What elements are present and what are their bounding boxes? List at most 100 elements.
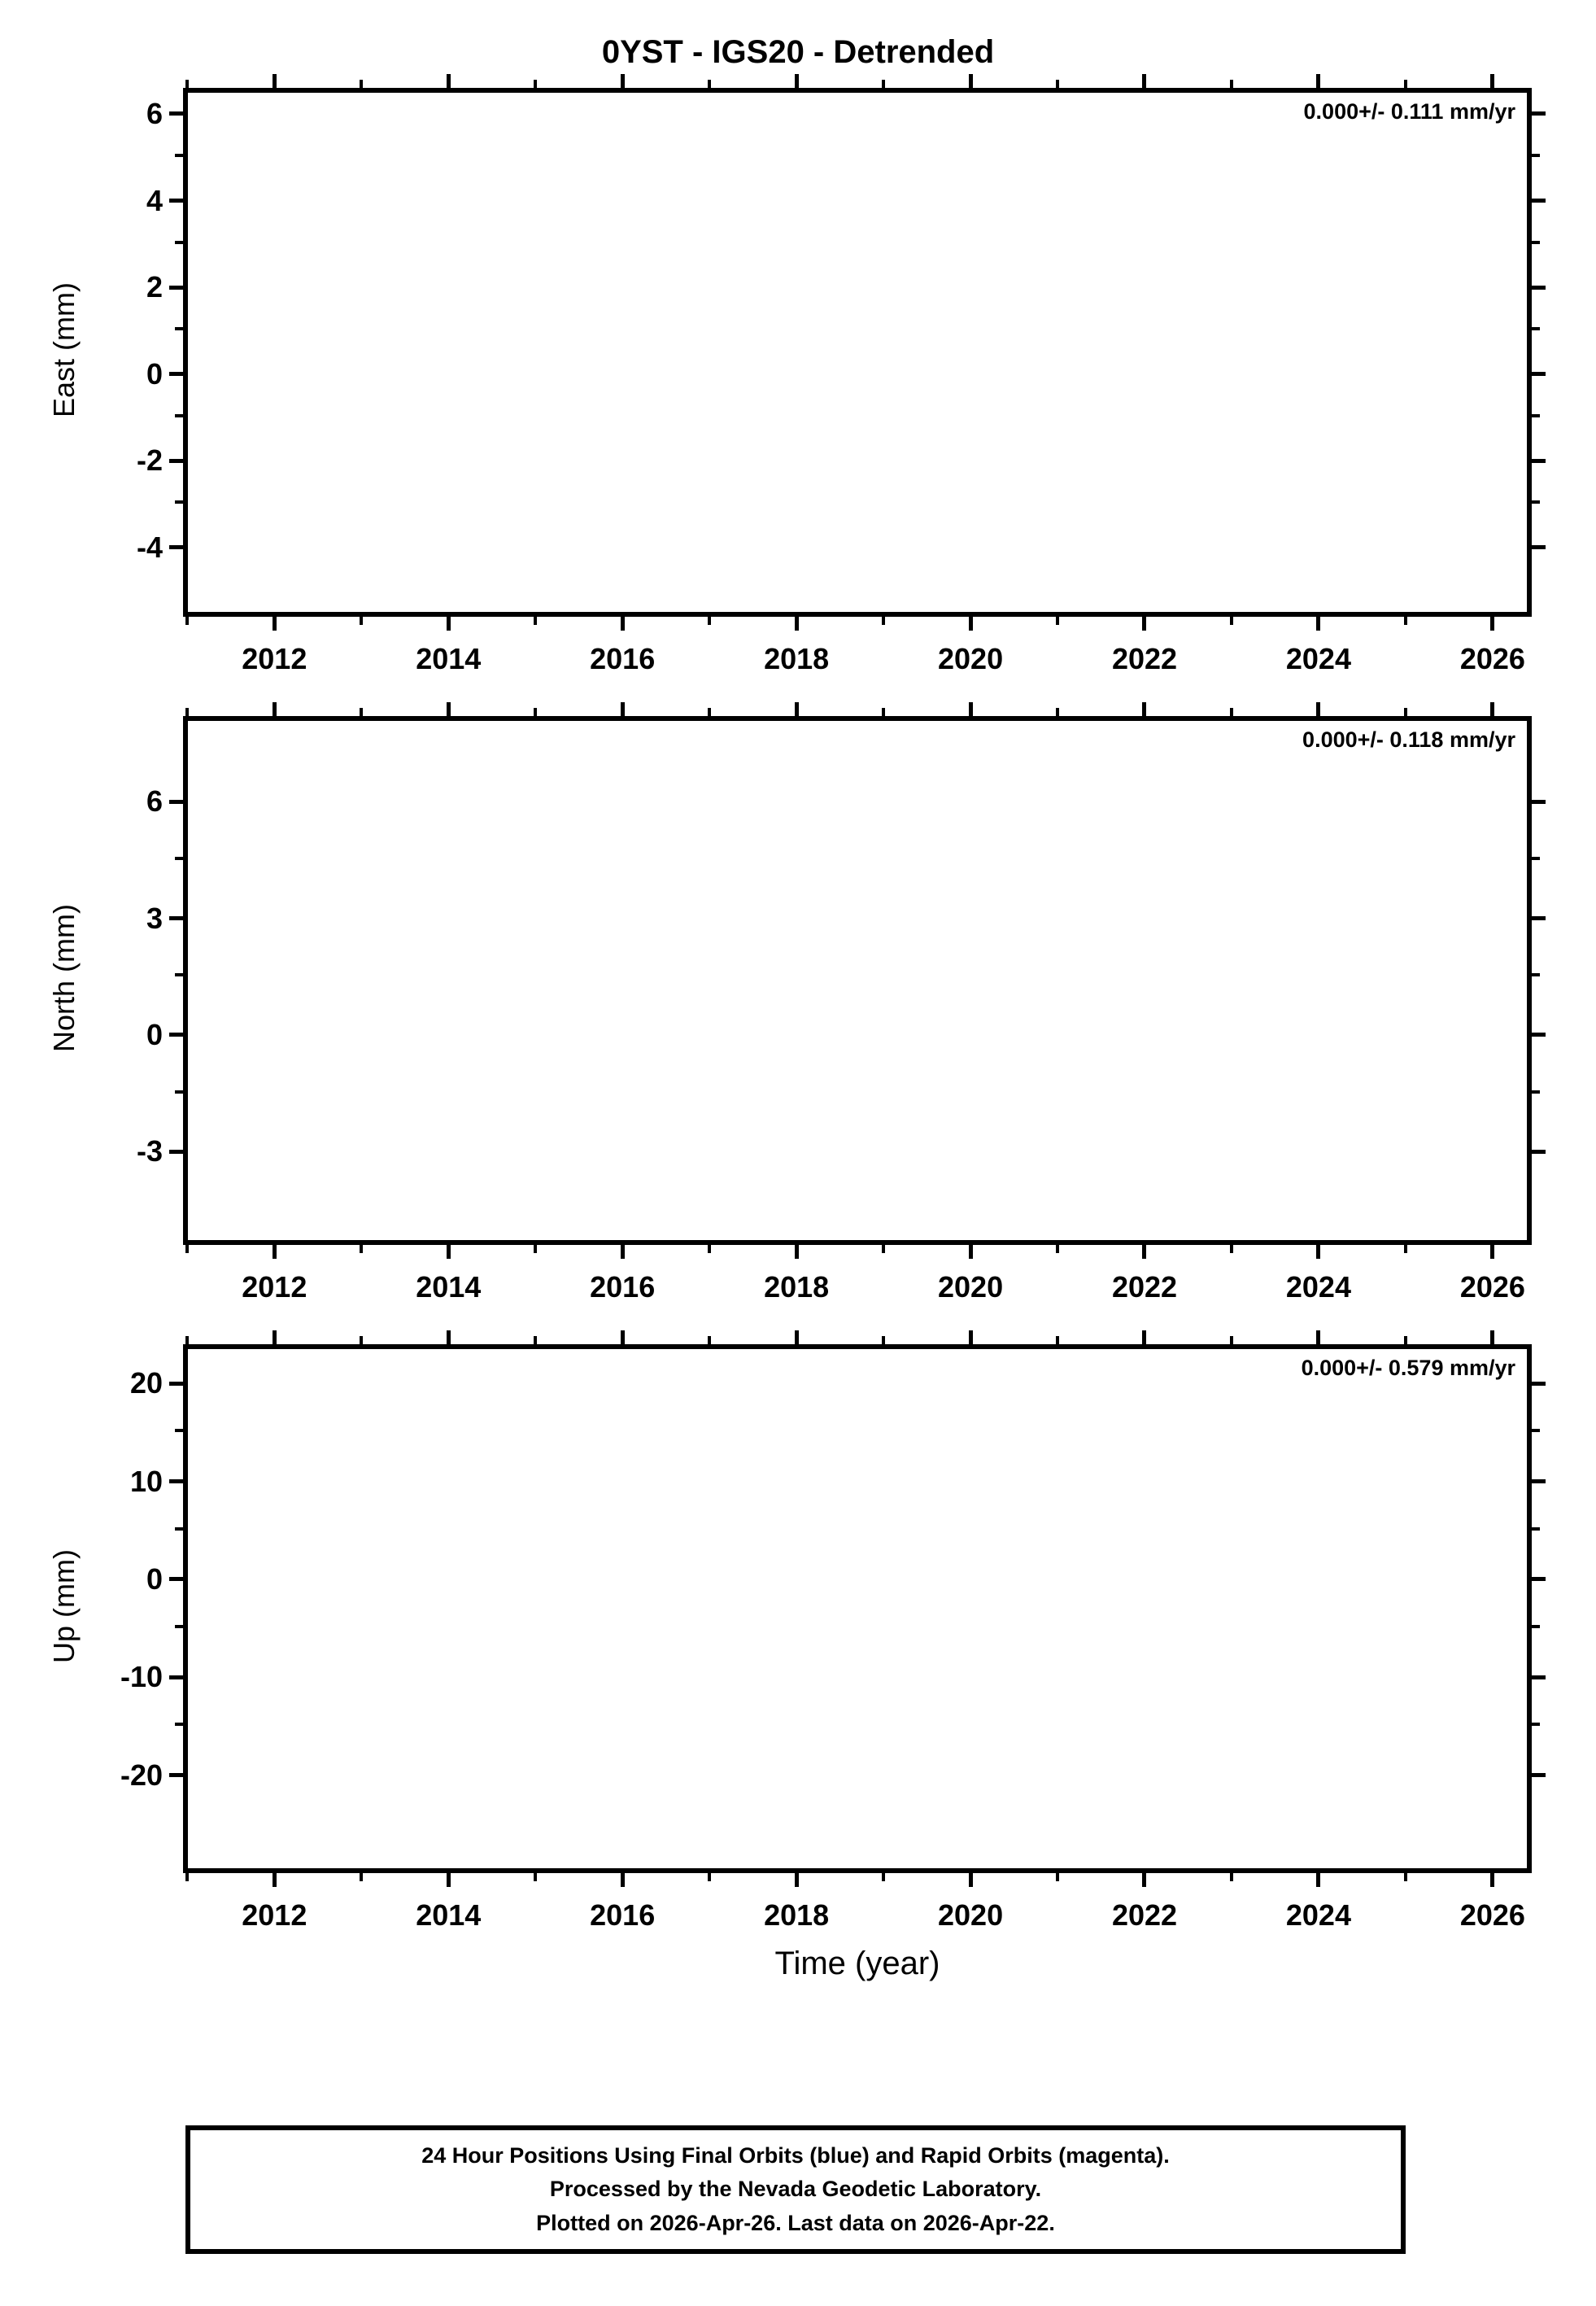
- ytick-major-right: [1532, 1033, 1546, 1037]
- xtick-label: 2014: [416, 642, 482, 675]
- ytick-minor-right: [1532, 154, 1540, 158]
- xtick-minor-top: [1229, 708, 1233, 716]
- x-axis-label: Time (year): [774, 1946, 940, 1981]
- ytick-minor-right: [1532, 327, 1540, 331]
- ytick-major-right: [1532, 1149, 1546, 1154]
- xtick-major-top: [272, 1330, 277, 1344]
- xtick-major-bottom: [272, 617, 277, 631]
- ytick-minor-left: [175, 327, 183, 331]
- xtick-minor-top: [1056, 80, 1060, 88]
- xtick-label: 2022: [1111, 1270, 1178, 1304]
- panel-east-y-axis-label: East (mm): [47, 282, 81, 417]
- ytick-minor-left: [175, 973, 183, 977]
- xtick-minor-bottom: [882, 1873, 886, 1881]
- xtick-label: 2018: [764, 1898, 830, 1932]
- caption-box: 24 Hour Positions Using Final Orbits (bl…: [185, 2125, 1406, 2254]
- xtick-major-bottom: [446, 1873, 451, 1887]
- xtick-minor-top: [708, 1336, 712, 1344]
- ytick-minor-right: [1532, 1625, 1540, 1629]
- xtick-label: 2022: [1111, 642, 1178, 675]
- ytick-major-right: [1532, 111, 1546, 116]
- xtick-minor-bottom: [1403, 617, 1407, 625]
- xtick-minor-bottom: [708, 1245, 712, 1253]
- xtick-minor-top: [534, 1336, 538, 1344]
- xtick-major-top: [794, 74, 799, 88]
- ytick-major-right: [1532, 545, 1546, 550]
- ytick-label: -4: [136, 530, 163, 564]
- caption-line-1: 24 Hour Positions Using Final Orbits (bl…: [421, 2143, 1170, 2168]
- ytick-major-right: [1532, 1479, 1546, 1484]
- xtick-label: 2020: [938, 642, 1004, 675]
- xtick-minor-bottom: [882, 1245, 886, 1253]
- xtick-minor-bottom: [1056, 1245, 1060, 1253]
- panel-north-frame: [183, 716, 1532, 1245]
- xtick-major-bottom: [446, 617, 451, 631]
- ytick-major-right: [1532, 1577, 1546, 1582]
- ytick-major-right: [1532, 458, 1546, 463]
- xtick-label: 2014: [416, 1270, 482, 1304]
- xtick-major-bottom: [1490, 1245, 1495, 1259]
- ytick-minor-right: [1532, 413, 1540, 417]
- xtick-major-top: [620, 74, 625, 88]
- xtick-minor-top: [1229, 1336, 1233, 1344]
- panel-east: 0.000+/- 0.111 mm/yr: [183, 88, 1532, 617]
- ytick-major-left: [169, 1149, 183, 1154]
- xtick-major-top: [794, 702, 799, 716]
- xtick-minor-top: [1056, 1336, 1060, 1344]
- ytick-major-left: [169, 1577, 183, 1582]
- xtick-minor-bottom: [1403, 1245, 1407, 1253]
- ytick-label: 6: [146, 96, 163, 130]
- xtick-minor-top: [1403, 1336, 1407, 1344]
- ytick-major-left: [169, 458, 183, 463]
- xtick-minor-top: [882, 80, 886, 88]
- xtick-major-top: [620, 702, 625, 716]
- ytick-major-left: [169, 1033, 183, 1037]
- xtick-minor-bottom: [1229, 617, 1233, 625]
- xtick-label: 2016: [590, 642, 656, 675]
- ytick-label: 4: [146, 183, 163, 217]
- xtick-minor-top: [708, 80, 712, 88]
- xtick-minor-bottom: [1229, 1873, 1233, 1881]
- ytick-major-right: [1532, 285, 1546, 290]
- ytick-major-left: [169, 199, 183, 203]
- xtick-minor-bottom: [708, 1873, 712, 1881]
- xtick-label: 2026: [1459, 1898, 1525, 1932]
- ytick-minor-left: [175, 1625, 183, 1629]
- xtick-major-bottom: [794, 1245, 799, 1259]
- xtick-minor-bottom: [882, 617, 886, 625]
- xtick-minor-top: [1403, 708, 1407, 716]
- xtick-label: 2016: [590, 1898, 656, 1932]
- xtick-major-bottom: [1142, 1245, 1147, 1259]
- panel-up-frame: [183, 1344, 1532, 1873]
- ytick-major-right: [1532, 199, 1546, 203]
- ytick-minor-left: [175, 240, 183, 244]
- xtick-major-bottom: [620, 1245, 625, 1259]
- xtick-minor-bottom: [360, 1873, 364, 1881]
- xtick-major-bottom: [1490, 1873, 1495, 1887]
- ytick-major-left: [169, 1479, 183, 1484]
- xtick-major-top: [1142, 74, 1147, 88]
- xtick-major-bottom: [1490, 617, 1495, 631]
- xtick-major-top: [1142, 702, 1147, 716]
- xtick-major-top: [446, 74, 451, 88]
- ytick-major-left: [169, 1675, 183, 1679]
- ytick-major-right: [1532, 916, 1546, 921]
- xtick-minor-top: [1403, 80, 1407, 88]
- xtick-minor-bottom: [534, 1873, 538, 1881]
- xtick-minor-bottom: [1229, 1245, 1233, 1253]
- xtick-major-bottom: [620, 617, 625, 631]
- xtick-minor-top: [360, 1336, 364, 1344]
- ytick-minor-left: [175, 500, 183, 504]
- xtick-major-bottom: [446, 1245, 451, 1259]
- xtick-major-top: [968, 74, 973, 88]
- xtick-major-bottom: [620, 1873, 625, 1887]
- xtick-label: 2026: [1459, 642, 1525, 675]
- ytick-minor-left: [175, 1723, 183, 1727]
- xtick-label: 2012: [242, 1270, 307, 1304]
- xtick-minor-bottom: [534, 617, 538, 625]
- ytick-major-right: [1532, 1381, 1546, 1386]
- ytick-minor-right: [1532, 240, 1540, 244]
- xtick-major-top: [272, 74, 277, 88]
- xtick-major-top: [446, 1330, 451, 1344]
